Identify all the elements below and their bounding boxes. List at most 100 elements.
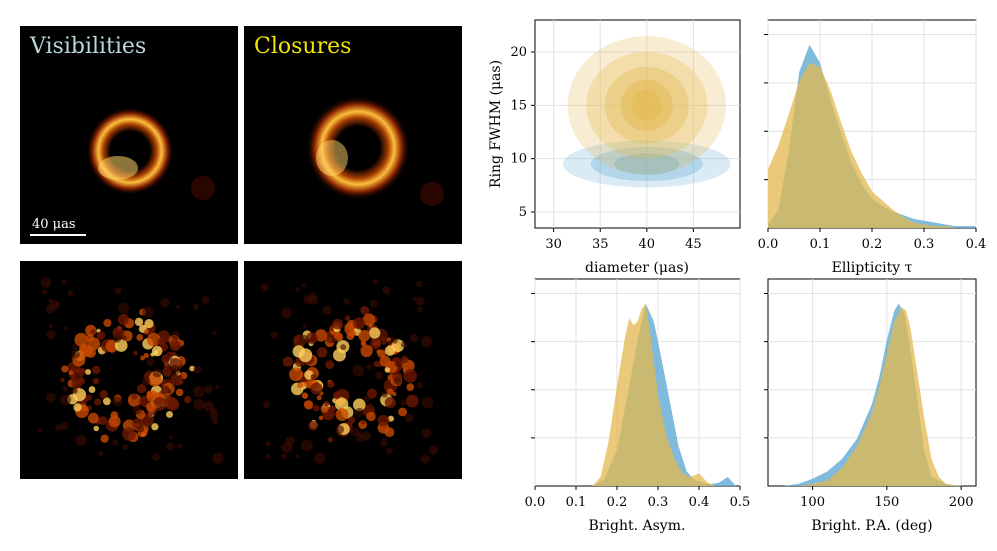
speckle	[381, 340, 387, 345]
speckle-image-visibilities	[38, 277, 224, 465]
speckle	[270, 331, 278, 339]
speckle	[384, 367, 391, 373]
speckle	[85, 368, 92, 375]
speckle	[59, 394, 71, 406]
speckle	[167, 389, 172, 394]
speckle	[146, 332, 161, 347]
speckle	[391, 336, 398, 344]
speckle	[72, 388, 78, 394]
speckle	[355, 407, 365, 417]
speckle	[362, 313, 376, 326]
scalebar	[30, 234, 86, 236]
y-tick-label: 20	[510, 45, 527, 60]
speckle	[262, 401, 271, 409]
image-panel-closures-sparse	[244, 261, 462, 479]
speckle	[171, 331, 180, 340]
speckle	[134, 317, 144, 327]
speckle	[92, 365, 101, 375]
speckle	[68, 370, 74, 376]
speckle	[212, 418, 219, 425]
speckle	[320, 404, 329, 413]
x-tick-label: 0.2	[862, 237, 883, 252]
speckle	[353, 398, 366, 412]
x-tick-label: 0.0	[758, 237, 779, 252]
speckle	[75, 434, 87, 447]
speckle	[382, 286, 391, 295]
speckle	[298, 348, 313, 363]
speckle	[386, 339, 393, 346]
speckle	[132, 405, 142, 415]
x-tick-label: 0.1	[566, 495, 587, 510]
speckle	[375, 371, 384, 380]
speckle	[81, 368, 86, 373]
speckle	[289, 367, 303, 382]
image-panel-visibilities-smooth: Visibilities 40 μas	[20, 26, 238, 244]
speckle	[415, 296, 425, 306]
speckle	[136, 334, 144, 341]
speckle	[317, 347, 328, 358]
speckle	[193, 365, 202, 374]
speckle	[146, 358, 155, 366]
speckle	[428, 445, 439, 455]
speckle	[151, 345, 163, 357]
speckle	[166, 441, 175, 451]
speckle	[335, 397, 349, 411]
speckle	[360, 340, 366, 347]
speckle	[60, 422, 69, 430]
speckle	[297, 382, 304, 389]
speckle	[327, 437, 334, 443]
speckle	[344, 315, 351, 321]
speckle	[121, 335, 127, 341]
speckle	[401, 341, 408, 348]
speckle	[108, 415, 121, 428]
speckle	[265, 453, 271, 459]
speckle	[332, 318, 344, 330]
speckle	[367, 402, 373, 408]
speckle	[355, 433, 365, 443]
speckle	[409, 333, 419, 343]
speckle	[302, 323, 307, 329]
speckle	[301, 392, 309, 399]
speckle	[420, 454, 430, 464]
speckle	[203, 400, 215, 412]
speckle	[360, 305, 370, 315]
speckle	[215, 384, 220, 390]
speckle	[416, 280, 423, 288]
speckle	[360, 344, 373, 358]
density-closures	[797, 307, 962, 486]
y-tick-label: 5	[519, 205, 527, 220]
speckle	[366, 411, 376, 422]
speckle	[73, 403, 82, 412]
speckle	[117, 313, 130, 326]
speckle	[303, 295, 313, 305]
speckle	[55, 424, 63, 432]
y-tick-label: 10	[510, 152, 527, 167]
speckle	[212, 330, 217, 336]
speckle	[358, 329, 371, 342]
speckle	[400, 354, 409, 364]
speckle	[282, 356, 293, 367]
speckle	[370, 299, 378, 308]
speckle	[403, 368, 417, 383]
speckle	[348, 416, 356, 424]
speckle	[417, 306, 423, 313]
speckle	[98, 450, 104, 456]
speckle	[314, 329, 328, 342]
speckle	[86, 394, 93, 401]
speckle	[160, 298, 170, 308]
speckle	[166, 376, 172, 382]
speckle	[400, 399, 407, 406]
speckle	[42, 289, 48, 295]
speckle	[316, 395, 322, 401]
speckle	[335, 425, 345, 434]
speckle	[281, 453, 287, 460]
speckle	[61, 279, 67, 285]
speckle	[318, 415, 324, 421]
x-tick-label: 35	[592, 237, 609, 252]
speckle	[152, 368, 162, 378]
speckle	[63, 326, 68, 331]
speckle	[368, 323, 373, 328]
density-closures	[768, 62, 976, 228]
speckle	[405, 394, 419, 408]
